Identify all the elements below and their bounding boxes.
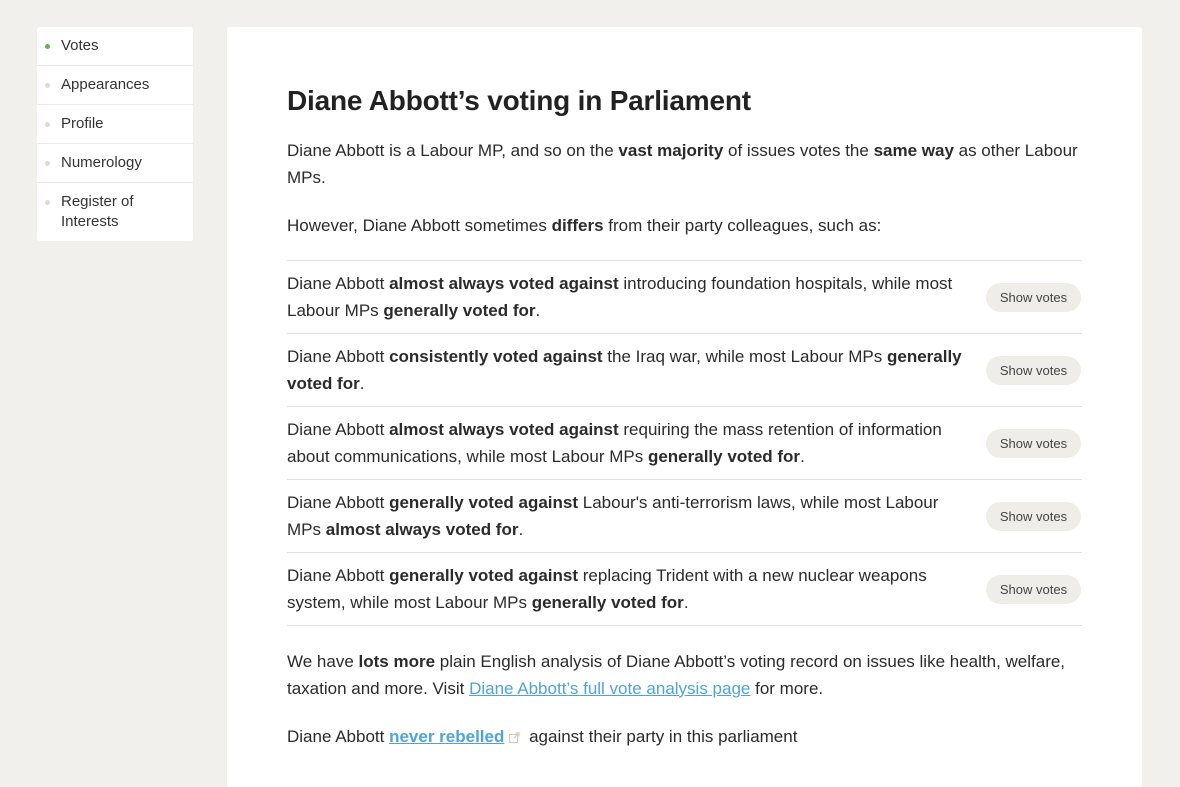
sidebar-item-label: Votes — [61, 37, 99, 54]
policy-row: Diane Abbott almost always voted against… — [287, 407, 1082, 480]
external-link-icon — [509, 732, 520, 743]
active-dot-icon — [45, 44, 50, 49]
policy-description: Labour's anti-terrorism laws, while most… — [287, 493, 939, 539]
policy-end: . — [518, 520, 524, 539]
policy-subject: Diane Abbott — [287, 274, 390, 293]
policy-text: Diane Abbott almost always voted against… — [287, 416, 967, 470]
sidebar-item-appearances[interactable]: Appearances — [37, 65, 193, 104]
policy-text: Diane Abbott almost always voted against… — [287, 270, 967, 324]
policy-stance: almost always voted against — [389, 274, 619, 293]
never-rebelled-link[interactable]: never rebelled — [389, 727, 505, 746]
policy-subject: Diane Abbott — [287, 566, 390, 585]
sidebar-item-label: Appearances — [61, 76, 150, 93]
full-vote-analysis-link[interactable]: Diane Abbott’s full vote analysis page — [469, 679, 751, 698]
party-stance: generally voted for — [287, 347, 962, 393]
policy-end: . — [800, 447, 805, 466]
show-votes-button[interactable]: Show votes — [986, 428, 1081, 458]
show-votes-button[interactable]: Show votes — [986, 574, 1081, 604]
intro-text: Diane Abbott is a Labour MP, and so on t… — [287, 141, 619, 160]
intro-text: as other Labour MPs. — [287, 141, 1078, 187]
policy-description: requiring the mass retention of informat… — [287, 420, 942, 466]
policy-text: Diane Abbott generally voted against rep… — [287, 562, 967, 616]
policy-stance: almost always voted against — [389, 420, 619, 439]
policy-row: Diane Abbott almost always voted against… — [287, 261, 1082, 334]
rebel-text: Diane Abbott — [287, 727, 390, 746]
intro-text: of issues votes the — [723, 141, 874, 160]
intro-emphasis: same way — [873, 141, 954, 160]
policy-row: Diane Abbott generally voted against Lab… — [287, 480, 1082, 553]
sidebar-item-votes[interactable]: Votes — [37, 27, 193, 65]
sidebar-item-register-of-interests[interactable]: Register of Interests — [37, 182, 193, 241]
policy-subject: Diane Abbott — [287, 420, 390, 439]
intro-paragraph: Diane Abbott is a Labour MP, and so on t… — [287, 137, 1082, 191]
more-text: for more. — [750, 679, 824, 698]
policy-end: . — [683, 593, 689, 612]
policy-subject: Diane Abbott — [287, 493, 390, 512]
sidebar-nav: Votes Appearances Profile Numerology Reg… — [37, 27, 193, 241]
main-content: Diane Abbott’s voting in Parliament Dian… — [287, 27, 1082, 750]
bullet-dot-icon — [45, 200, 50, 205]
sidebar-item-numerology[interactable]: Numerology — [37, 143, 193, 182]
bullet-dot-icon — [45, 161, 50, 166]
more-text: We have — [287, 652, 359, 671]
sidebar-item-label: Profile — [61, 115, 104, 132]
sidebar-item-label: Numerology — [61, 154, 142, 171]
show-votes-button[interactable]: Show votes — [986, 501, 1081, 531]
policy-description: the Iraq war, while most Labour MPs — [602, 347, 887, 366]
rebel-text: against their party in this parliament — [524, 727, 798, 746]
policy-stance: consistently voted against — [389, 347, 603, 366]
page-title: Diane Abbott’s voting in Parliament — [287, 85, 751, 116]
rebellion-paragraph: Diane Abbott never rebelled against thei… — [287, 723, 1082, 750]
policy-text: Diane Abbott consistently voted against … — [287, 343, 967, 397]
policy-description: introducing foundation hospitals, while … — [287, 274, 953, 320]
bullet-dot-icon — [45, 83, 50, 88]
bullet-dot-icon — [45, 122, 50, 127]
intro-emphasis: vast majority — [618, 141, 724, 160]
policy-end: . — [535, 301, 541, 320]
differs-emphasis: differs — [551, 216, 604, 235]
policy-description: replacing Trident with a new nuclear wea… — [287, 566, 927, 612]
policy-stance: generally voted against — [389, 566, 579, 585]
more-text: plain English analysis of Diane Abbott’s… — [287, 652, 1066, 698]
party-stance: almost always voted for — [325, 520, 519, 539]
more-analysis-paragraph: We have lots more plain English analysis… — [287, 648, 1082, 702]
main-panel: Diane Abbott’s voting in Parliament Dian… — [227, 27, 1142, 787]
sidebar-item-label: Register of Interests — [61, 193, 134, 230]
policy-subject: Diane Abbott — [287, 347, 390, 366]
policy-end: . — [359, 374, 365, 393]
policy-list: Diane Abbott almost always voted against… — [287, 260, 1082, 626]
differs-paragraph: However, Diane Abbott sometimes differs … — [287, 212, 1082, 239]
party-stance: generally voted for — [647, 447, 801, 466]
more-emphasis: lots more — [358, 652, 436, 671]
show-votes-button[interactable]: Show votes — [986, 282, 1081, 312]
party-stance: generally voted for — [383, 301, 536, 320]
party-stance: generally voted for — [531, 593, 684, 612]
policy-stance: generally voted against — [389, 493, 579, 512]
show-votes-button[interactable]: Show votes — [986, 355, 1081, 385]
policy-row: Diane Abbott consistently voted against … — [287, 334, 1082, 407]
differs-text: from their party colleagues, such as: — [603, 216, 882, 235]
sidebar-item-profile[interactable]: Profile — [37, 104, 193, 143]
differs-text: However, Diane Abbott sometimes — [287, 216, 552, 235]
policy-row: Diane Abbott generally voted against rep… — [287, 553, 1082, 626]
policy-text: Diane Abbott generally voted against Lab… — [287, 489, 967, 543]
